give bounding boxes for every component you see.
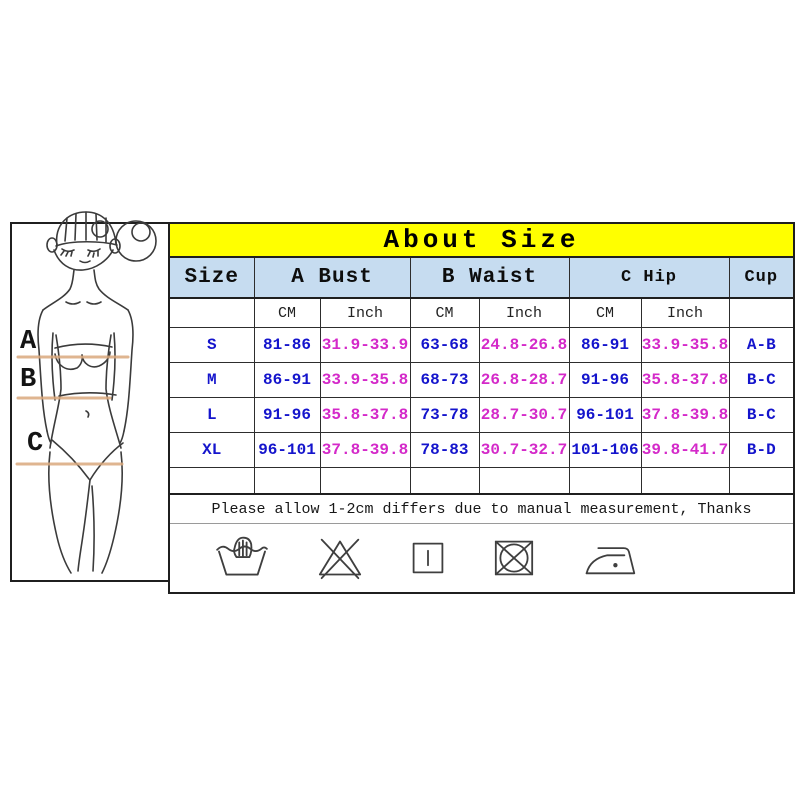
unit-header-inch: Inch: [478, 297, 570, 328]
unit-header-inch: Inch: [640, 297, 730, 328]
unit-header-cm: CM: [568, 297, 642, 328]
waist-cm-cell: 68-73: [409, 362, 480, 398]
line-dry-icon: [410, 539, 446, 577]
size-table: About Size Size A Bust B Waist C Hip Cup…: [168, 222, 796, 594]
hip-inch-cell: 35.8-37.8: [640, 362, 730, 398]
do-not-tumble-dry-icon: [492, 538, 536, 578]
size-cell: XL: [168, 432, 255, 468]
waist-inch-cell: 26.8-28.7: [478, 362, 570, 398]
col-header-size: Size: [168, 256, 255, 299]
bust-inch-cell: 35.8-37.8: [319, 397, 411, 433]
table-row-xl: XL 96-101 37.8-39.8 78-83 30.7-32.7 101-…: [168, 432, 795, 468]
hip-cm-cell: 101-106: [568, 432, 642, 468]
waist-inch-cell: 30.7-32.7: [478, 432, 570, 468]
hip-inch-cell: 37.8-39.8: [640, 397, 730, 433]
cup-cell: B-C: [728, 362, 795, 398]
size-cell: S: [168, 327, 255, 363]
unit-header-cm: CM: [253, 297, 321, 328]
hip-inch-cell: 33.9-35.8: [640, 327, 730, 363]
cup-cell: B-D: [728, 432, 795, 468]
bust-inch-cell: 37.8-39.8: [319, 432, 411, 468]
bust-inch-cell: 31.9-33.9: [319, 327, 411, 363]
hip-cm-cell: 91-96: [568, 362, 642, 398]
table-row-m: M 86-91 33.9-35.8 68-73 26.8-28.7 91-96 …: [168, 362, 795, 398]
bust-cm-cell: 81-86: [253, 327, 321, 363]
col-header-bust: A Bust: [253, 256, 411, 299]
unit-header-cm: CM: [409, 297, 480, 328]
table-title: About Size: [168, 222, 795, 258]
cup-cell: A-B: [728, 327, 795, 363]
unit-header-inch: Inch: [319, 297, 411, 328]
bust-cm-cell: 86-91: [253, 362, 321, 398]
table-row-s: S 81-86 31.9-33.9 63-68 24.8-26.8 86-91 …: [168, 327, 795, 363]
waist-cm-cell: 73-78: [409, 397, 480, 433]
bust-cm-cell: 96-101: [253, 432, 321, 468]
care-symbols-strip: [170, 535, 793, 581]
hip-cm-cell: 96-101: [568, 397, 642, 433]
size-cell: L: [168, 397, 255, 433]
table-row-l: L 91-96 35.8-37.8 73-78 28.7-30.7 96-101…: [168, 397, 795, 433]
col-header-waist: B Waist: [409, 256, 570, 299]
do-not-bleach-icon: [316, 536, 364, 580]
hand-wash-icon: [214, 535, 270, 581]
hip-inch-cell: 39.8-41.7: [640, 432, 730, 468]
waist-inch-cell: 28.7-30.7: [478, 397, 570, 433]
cup-cell: B-C: [728, 397, 795, 433]
unit-header-blank: [168, 297, 255, 328]
waist-cm-cell: 78-83: [409, 432, 480, 468]
measurement-note: Please allow 1-2cm differs due to manual…: [168, 493, 795, 524]
size-cell: M: [168, 362, 255, 398]
col-header-cup: Cup: [728, 256, 795, 299]
hip-marker-label: C: [27, 429, 44, 459]
bust-inch-cell: 33.9-35.8: [319, 362, 411, 398]
woman-figure-drawing: [15, 211, 157, 574]
spacer-row: [168, 467, 795, 495]
bust-cm-cell: 91-96: [253, 397, 321, 433]
unit-header-blank: [728, 297, 795, 328]
iron-low-heat-icon: [582, 540, 638, 576]
waist-inch-cell: 24.8-26.8: [478, 327, 570, 363]
hip-cm-cell: 86-91: [568, 327, 642, 363]
waist-marker-label: B: [20, 365, 37, 395]
bust-marker-label: A: [20, 327, 37, 357]
col-header-hip: C Hip: [568, 256, 730, 299]
waist-cm-cell: 63-68: [409, 327, 480, 363]
body-figure-box: [10, 222, 170, 582]
